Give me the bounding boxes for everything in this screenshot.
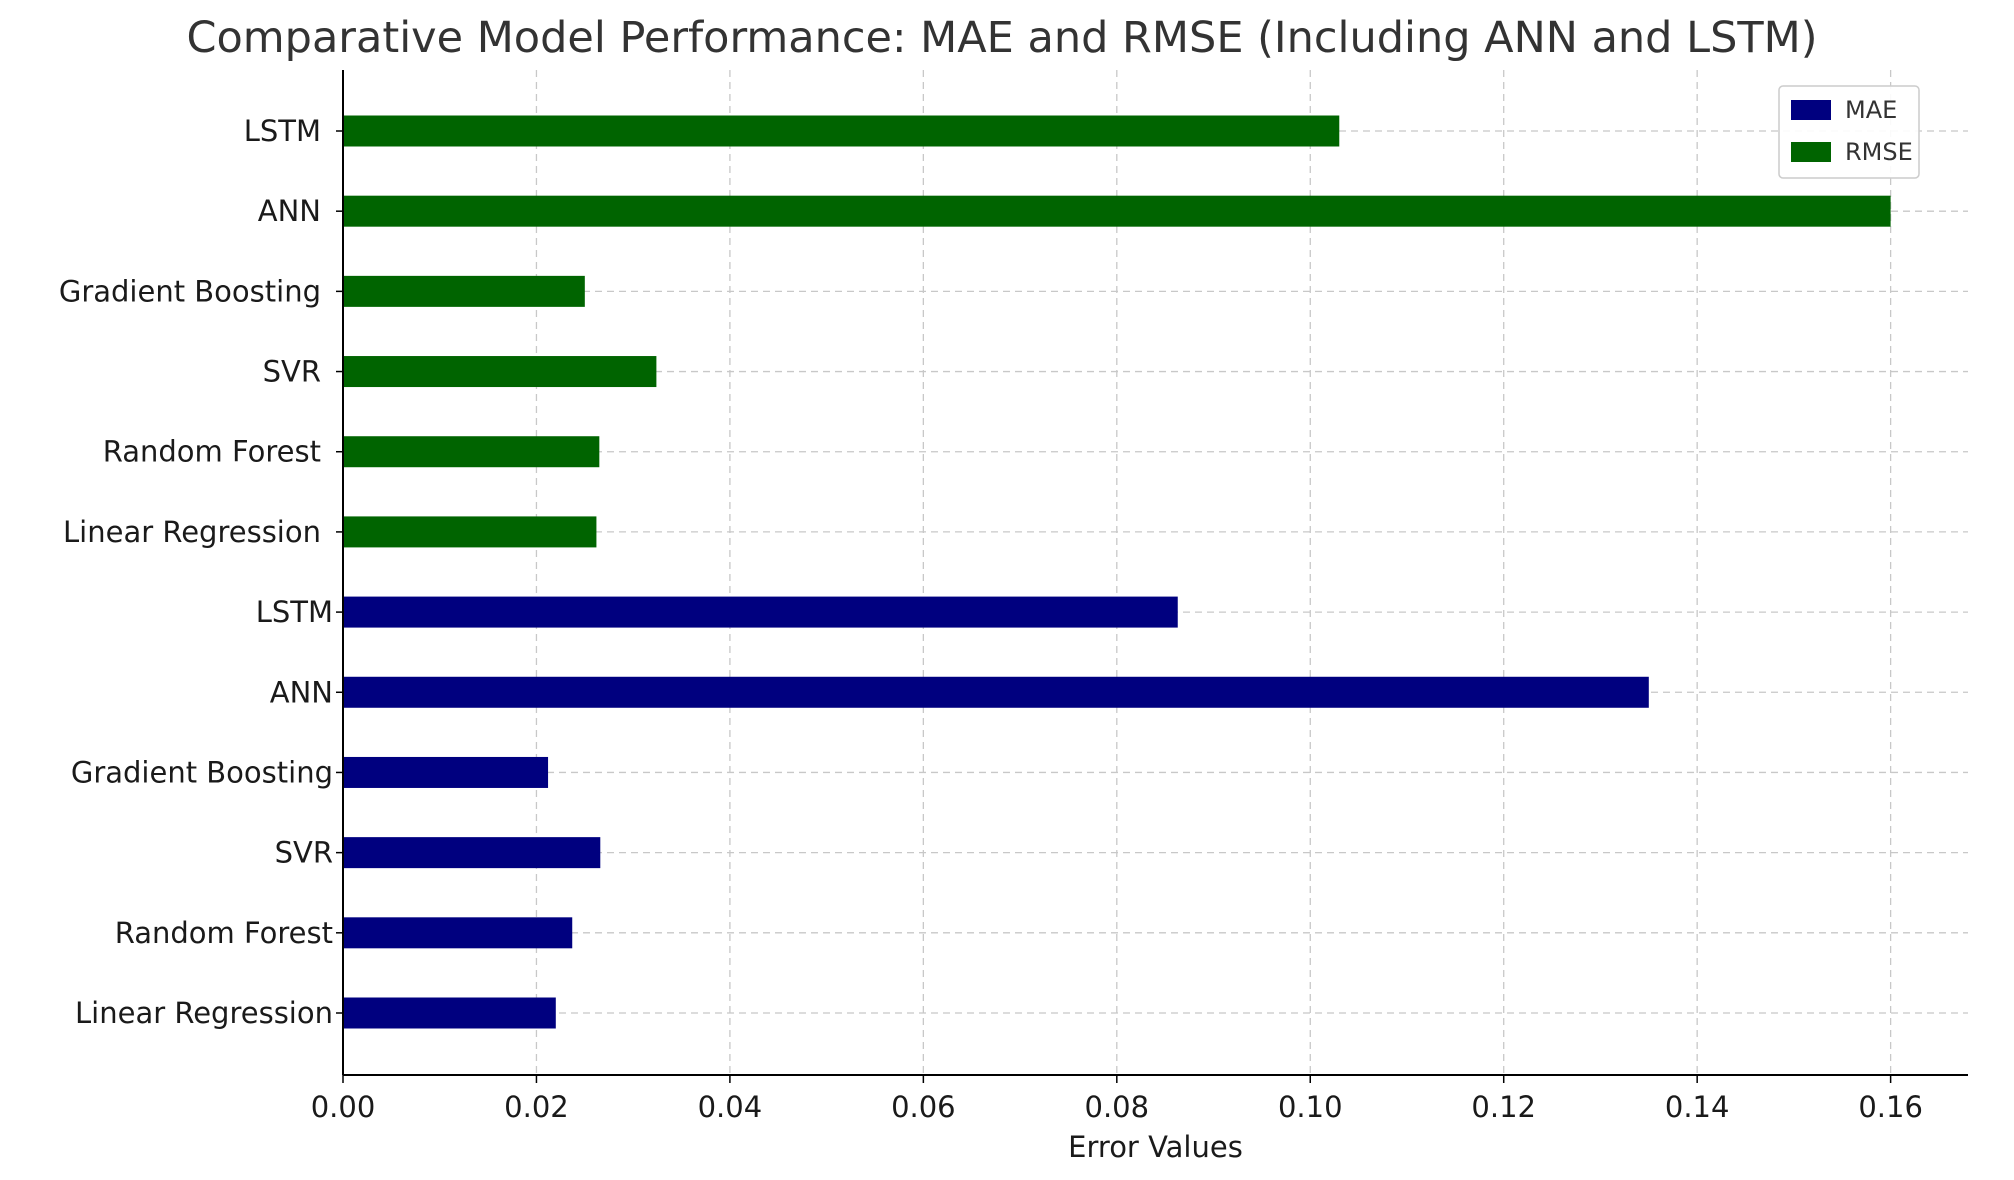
x-tick-label: 0.10 <box>1278 1090 1343 1124</box>
x-tick-label: 0.02 <box>504 1090 569 1124</box>
y-tick-label: Random Forest <box>103 435 321 469</box>
rmse-bar <box>343 356 657 388</box>
legend-label: RMSE <box>1845 138 1913 166</box>
x-tick-label: 0.16 <box>1858 1090 1923 1124</box>
mae-bar <box>343 676 1649 708</box>
x-tick-label: 0.00 <box>311 1090 376 1124</box>
x-axis-label: Error Values <box>1068 1130 1243 1164</box>
mae-bar <box>343 997 556 1029</box>
y-tick-label: SVR <box>263 355 321 389</box>
rmse-bar <box>343 195 1891 227</box>
y-tick-label: Gradient Boosting <box>59 274 321 308</box>
y-tick-label: Linear Regression <box>63 515 321 549</box>
mae-bar <box>343 756 549 788</box>
y-tick-label: ANN <box>258 194 321 228</box>
rmse-bar <box>343 115 1340 147</box>
legend-swatch <box>1791 100 1831 120</box>
x-tick-label: 0.08 <box>1085 1090 1150 1124</box>
y-tick-label: Gradient Boosting <box>71 755 333 789</box>
x-tick-label: 0.04 <box>698 1090 763 1124</box>
mae-bar <box>343 596 1178 628</box>
legend-swatch <box>1791 142 1831 162</box>
chart-title: Comparative Model Performance: MAE and R… <box>186 13 1817 63</box>
bars-layer <box>343 115 1891 1029</box>
y-tick-label: LSTM <box>256 595 333 629</box>
mae-bar <box>343 917 573 949</box>
y-tick-label: SVR <box>275 836 333 870</box>
y-tick-label: ANN <box>270 675 333 709</box>
x-tick-label: 0.12 <box>1471 1090 1536 1124</box>
x-tick-labels: 0.00 0.02 0.04 0.06 0.08 0.10 0.12 0.14 0.16 <box>311 1075 1923 1124</box>
y-tick-label: Linear Regression <box>75 996 333 1030</box>
x-tick-label: 0.06 <box>891 1090 956 1124</box>
legend-label: MAE <box>1845 96 1897 124</box>
mae-bar <box>343 837 601 869</box>
legend: MAE RMSE <box>1778 85 1920 179</box>
rmse-bar <box>343 516 597 548</box>
rmse-bar <box>343 436 600 468</box>
x-tick-label: 0.14 <box>1665 1090 1730 1124</box>
y-tick-labels: Linear Regression Random Forest SVR Gradien… <box>59 114 343 1030</box>
y-tick-label: Random Forest <box>115 916 333 950</box>
y-tick-label: LSTM <box>244 114 321 148</box>
rmse-bar <box>343 275 585 307</box>
